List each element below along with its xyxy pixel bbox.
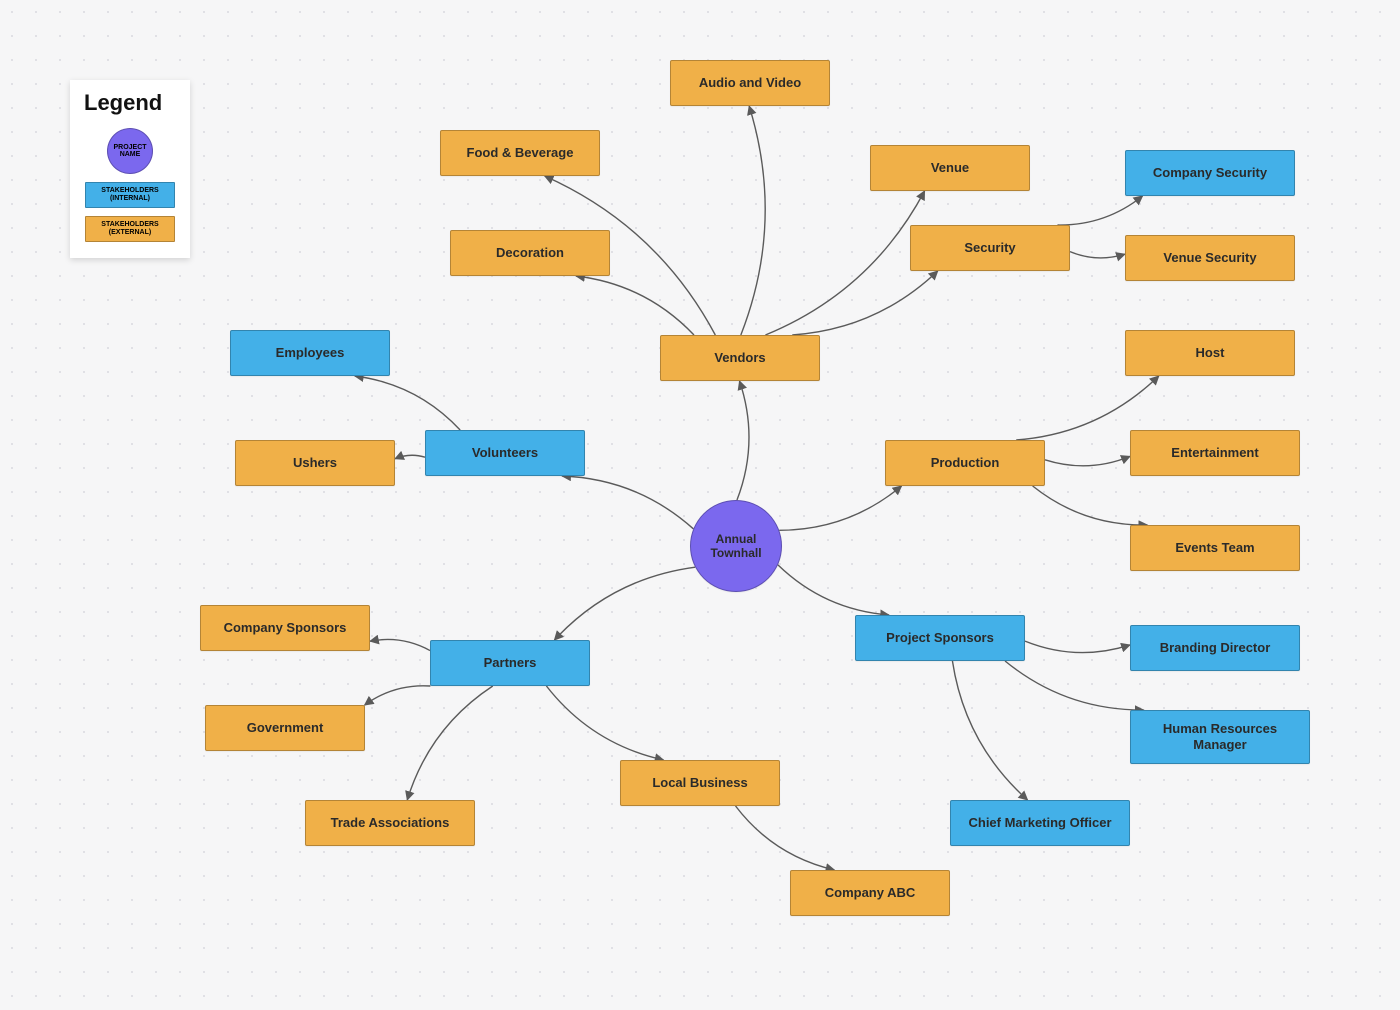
node-center[interactable]: Annual Townhall — [690, 500, 782, 592]
node-audio[interactable]: Audio and Video — [670, 60, 830, 106]
edge-sponsors-branding — [1025, 641, 1130, 652]
edge-partners-local — [546, 686, 663, 760]
node-label: Host — [1196, 345, 1225, 361]
edge-center-vendors — [737, 381, 749, 500]
node-label: Entertainment — [1171, 445, 1258, 461]
node-label: Food & Beverage — [467, 145, 574, 161]
node-label: Company ABC — [825, 885, 916, 901]
legend-item: STAKEHOLDERS (EXTERNAL) — [85, 216, 175, 242]
node-label: Annual Townhall — [695, 532, 777, 561]
legend-rect-icon: STAKEHOLDERS (EXTERNAL) — [85, 216, 175, 242]
node-label: Chief Marketing Officer — [968, 815, 1111, 831]
node-vendors[interactable]: Vendors — [660, 335, 820, 381]
edge-production-ent — [1045, 456, 1130, 465]
node-branding[interactable]: Branding Director — [1130, 625, 1300, 671]
node-security[interactable]: Security — [910, 225, 1070, 271]
node-label: Vendors — [714, 350, 765, 366]
edge-partners-trade — [407, 686, 493, 800]
node-label: Branding Director — [1160, 640, 1271, 656]
legend-item: PROJECT NAME — [85, 128, 175, 174]
diagram-canvas[interactable]: Annual Townhall Vendors Audio and Video Foo… — [0, 0, 1400, 1010]
node-local[interactable]: Local Business — [620, 760, 780, 806]
edge-security-venuesec — [1070, 252, 1125, 258]
node-label: Events Team — [1175, 540, 1254, 556]
node-food[interactable]: Food & Beverage — [440, 130, 600, 176]
edge-partners-gov — [365, 686, 431, 705]
edge-partners-cospons — [370, 639, 430, 650]
node-compsec[interactable]: Company Security — [1125, 150, 1295, 196]
node-label: Company Security — [1153, 165, 1267, 181]
node-sponsors[interactable]: Project Sponsors — [855, 615, 1025, 661]
edge-vendors-decoration — [576, 276, 694, 335]
node-label: Audio and Video — [699, 75, 801, 91]
edge-center-volunteers — [562, 476, 693, 529]
node-venuesec[interactable]: Venue Security — [1125, 235, 1295, 281]
node-label: Project Sponsors — [886, 630, 994, 646]
edge-center-partners — [554, 567, 695, 640]
edge-volunteers-ushers — [395, 455, 425, 459]
node-trade[interactable]: Trade Associations — [305, 800, 475, 846]
legend-item-label: STAKEHOLDERS (INTERNAL) — [86, 187, 174, 202]
edge-local-abc — [736, 806, 835, 870]
legend-items: PROJECT NAME STAKEHOLDERS (INTERNAL) STAKE… — [85, 120, 175, 242]
node-decoration[interactable]: Decoration — [450, 230, 610, 276]
edge-security-compsec — [1057, 196, 1142, 225]
node-label: Venue — [931, 160, 969, 176]
node-label: Trade Associations — [331, 815, 450, 831]
legend-rect-icon: STAKEHOLDERS (INTERNAL) — [85, 182, 175, 208]
node-cmo[interactable]: Chief Marketing Officer — [950, 800, 1130, 846]
node-label: Company Sponsors — [224, 620, 347, 636]
legend-title: Legend — [84, 90, 162, 116]
node-abc[interactable]: Company ABC — [790, 870, 950, 916]
node-gov[interactable]: Government — [205, 705, 365, 751]
node-events[interactable]: Events Team — [1130, 525, 1300, 571]
legend-panel[interactable]: Legend PROJECT NAME STAKEHOLDERS (INTERNA… — [70, 80, 190, 258]
node-label: Ushers — [293, 455, 337, 471]
node-ushers[interactable]: Ushers — [235, 440, 395, 486]
edge-center-sponsors — [778, 565, 889, 615]
edge-vendors-venue — [765, 191, 924, 335]
legend-item-label: STAKEHOLDERS (EXTERNAL) — [86, 221, 174, 236]
edge-vendors-security — [792, 271, 937, 335]
node-label: Employees — [276, 345, 345, 361]
legend-item-label: PROJECT NAME — [108, 144, 152, 158]
edge-production-events — [1033, 486, 1148, 525]
node-venue[interactable]: Venue — [870, 145, 1030, 191]
node-label: Local Business — [652, 775, 747, 791]
node-employees[interactable]: Employees — [230, 330, 390, 376]
edge-center-production — [779, 486, 901, 530]
node-label: Security — [964, 240, 1015, 256]
legend-item: STAKEHOLDERS (INTERNAL) — [85, 182, 175, 208]
node-production[interactable]: Production — [885, 440, 1045, 486]
legend-circle-icon: PROJECT NAME — [107, 128, 153, 174]
node-ent[interactable]: Entertainment — [1130, 430, 1300, 476]
edge-volunteers-employees — [355, 376, 460, 430]
node-label: Production — [931, 455, 1000, 471]
node-label: Volunteers — [472, 445, 538, 461]
edge-sponsors-cmo — [952, 661, 1027, 800]
node-volunteers[interactable]: Volunteers — [425, 430, 585, 476]
node-host[interactable]: Host — [1125, 330, 1295, 376]
node-hr[interactable]: Human Resources Manager — [1130, 710, 1310, 764]
node-label: Venue Security — [1163, 250, 1256, 266]
edge-vendors-audio — [741, 106, 765, 335]
node-label: Partners — [484, 655, 537, 671]
node-label: Decoration — [496, 245, 564, 261]
node-partners[interactable]: Partners — [430, 640, 590, 686]
node-label: Government — [247, 720, 324, 736]
node-label: Human Resources Manager — [1135, 721, 1305, 752]
edge-sponsors-hr — [1005, 661, 1144, 710]
node-cospons[interactable]: Company Sponsors — [200, 605, 370, 651]
